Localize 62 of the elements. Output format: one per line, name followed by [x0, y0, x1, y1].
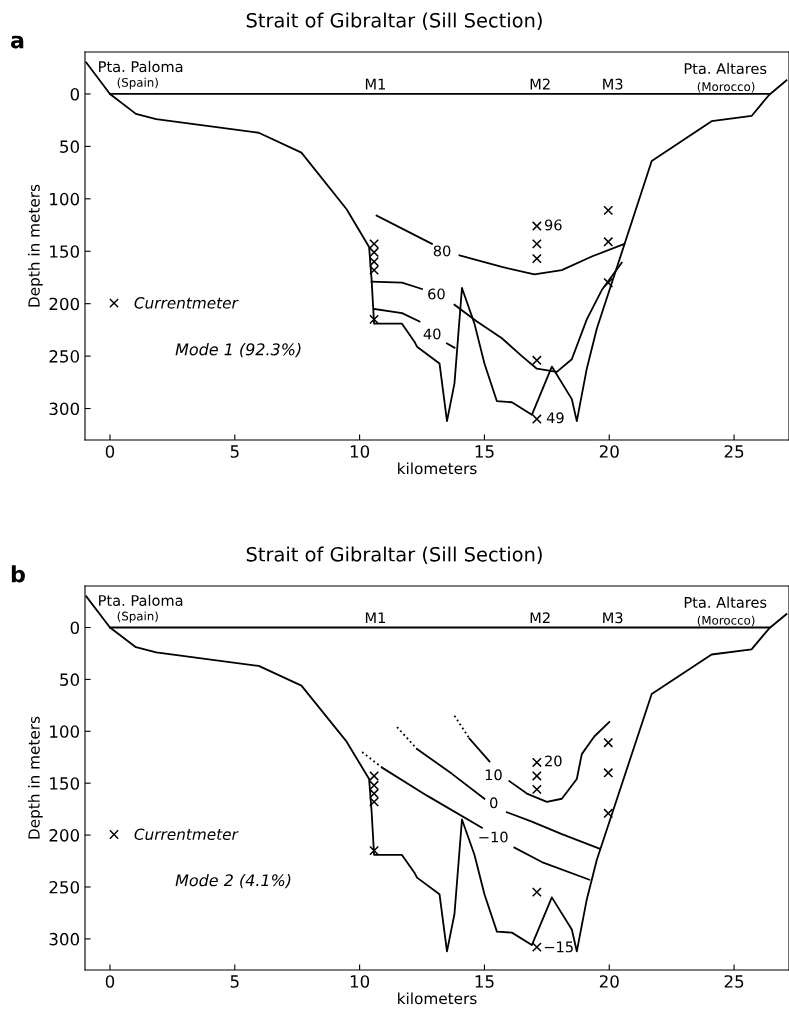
annotation: 60 [428, 288, 445, 300]
legend-label: Currentmeter [134, 297, 239, 309]
y-tick-label: 100 [50, 725, 80, 738]
y-tick-label: 150 [50, 777, 80, 790]
x-tick-label: 25 [724, 445, 744, 458]
annotation: 96 [544, 219, 562, 231]
x-tick-label: 25 [724, 975, 744, 988]
annotation: M2 [530, 612, 550, 624]
y-tick-label: 150 [50, 245, 80, 258]
text: b [11, 565, 25, 583]
y-tick-label: 300 [49, 402, 80, 416]
annotation: M1 [365, 612, 385, 624]
text: a [10, 35, 24, 49]
annotation: (Morocco) [697, 82, 755, 93]
annotation: M1 [365, 78, 385, 90]
annotation: Pta. Altares [684, 596, 767, 608]
annotation: 20 [545, 755, 562, 767]
x-tick-label: 15 [475, 975, 494, 988]
annotation: M3 [603, 78, 623, 90]
annotation: (Spain) [117, 77, 158, 90]
y-axis-title: Depth in meters [27, 716, 43, 839]
y-tick-label: 0 [70, 621, 80, 635]
annotation: 80 [433, 245, 451, 257]
x-tick-label: 5 [230, 445, 239, 458]
x-tick-label: 10 [350, 445, 370, 458]
annotation: Pta. Altares [684, 62, 767, 75]
x-tick-label: 10 [350, 975, 370, 988]
y-tick-label: 250 [49, 880, 80, 894]
x-tick-label: 0 [105, 975, 115, 988]
annotation: 0 [490, 797, 498, 809]
legend-label: Currentmeter [134, 828, 239, 841]
x-tick-label: 5 [230, 975, 239, 988]
annotation: M3 [603, 612, 623, 624]
annotation: 49 [546, 412, 564, 424]
y-axis-title: Depth in meters [27, 184, 43, 307]
annotation: (Morocco) [697, 615, 755, 627]
annotation: Pta. Paloma [99, 60, 183, 73]
y-tick-label: 100 [50, 192, 80, 206]
annotation: Mode 2 (4.1%) [175, 873, 291, 889]
y-tick-label: 250 [49, 350, 80, 363]
y-tick-label: 50 [60, 140, 80, 153]
annotation: Pta. Paloma [99, 594, 183, 606]
annotation: −10 [479, 831, 508, 843]
annotation: Mode 1 (92.3%) [175, 343, 301, 358]
annotation: −15 [544, 941, 573, 953]
annotation: M2 [530, 78, 550, 90]
y-tick-label: 50 [60, 673, 80, 686]
x-axis-title: kilometers [398, 992, 477, 1005]
x-tick-label: 20 [599, 445, 619, 458]
chart-title: Strait of Gibraltar (Sill Section) [246, 546, 542, 564]
annotation: 10 [485, 769, 502, 781]
x-tick-label: 0 [105, 445, 115, 458]
y-tick-label: 300 [49, 932, 80, 946]
y-tick-label: 200 [49, 297, 80, 311]
y-tick-label: 200 [49, 829, 80, 842]
x-tick-label: 20 [599, 975, 619, 988]
x-axis-title: kilometers [398, 462, 477, 475]
x-tick-label: 15 [475, 445, 494, 458]
annotation: 40 [423, 328, 441, 340]
chart-title: Strait of Gibraltar (Sill Section) [246, 12, 542, 30]
y-tick-label: 0 [70, 87, 80, 101]
annotation: (Spain) [117, 611, 158, 623]
